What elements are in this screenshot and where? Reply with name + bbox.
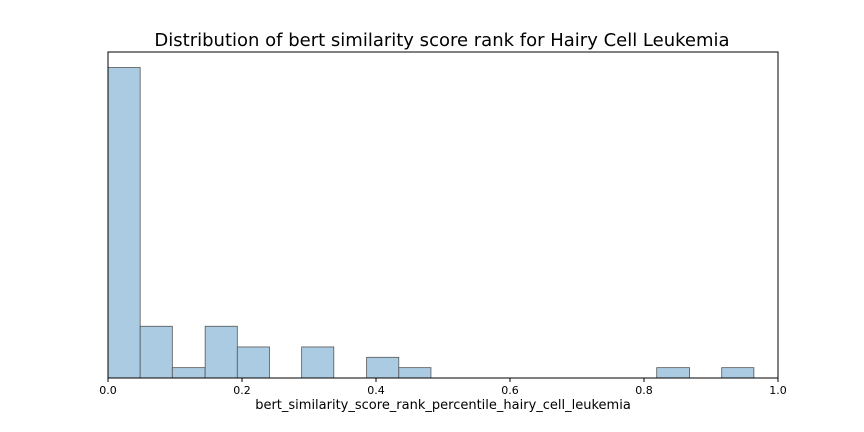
histogram-bar-2 bbox=[171, 367, 206, 379]
x-tick-label-3: 0.6 bbox=[501, 384, 519, 397]
x-tick-label-0: 0.0 bbox=[99, 384, 117, 397]
histogram-bar-8 bbox=[366, 356, 400, 379]
bars-layer bbox=[107, 67, 755, 379]
x-tick-label-5: 1.0 bbox=[769, 384, 787, 397]
x-tick-label-4: 0.8 bbox=[635, 384, 653, 397]
histogram-bar-9 bbox=[398, 367, 432, 379]
histogram-bar-4 bbox=[236, 346, 270, 379]
histogram-bar-6 bbox=[301, 346, 335, 379]
x-axis-label: bert_similarity_score_rank_percentile_ha… bbox=[255, 398, 631, 413]
histogram-bar-0 bbox=[107, 67, 141, 379]
histogram-bar-19 bbox=[721, 367, 755, 379]
plot-frame bbox=[107, 51, 779, 379]
x-tick-label-2: 0.4 bbox=[367, 384, 385, 397]
histogram-bar-3 bbox=[204, 325, 238, 379]
chart-title: Distribution of bert similarity score ra… bbox=[154, 30, 729, 51]
histogram-bar-17 bbox=[656, 367, 690, 379]
x-tick-label-1: 0.2 bbox=[233, 384, 251, 397]
x-axis-ticks: 0.0 0.2 0.4 0.6 0.8 1.0 bbox=[99, 378, 787, 397]
histogram-bar-1 bbox=[139, 325, 173, 379]
